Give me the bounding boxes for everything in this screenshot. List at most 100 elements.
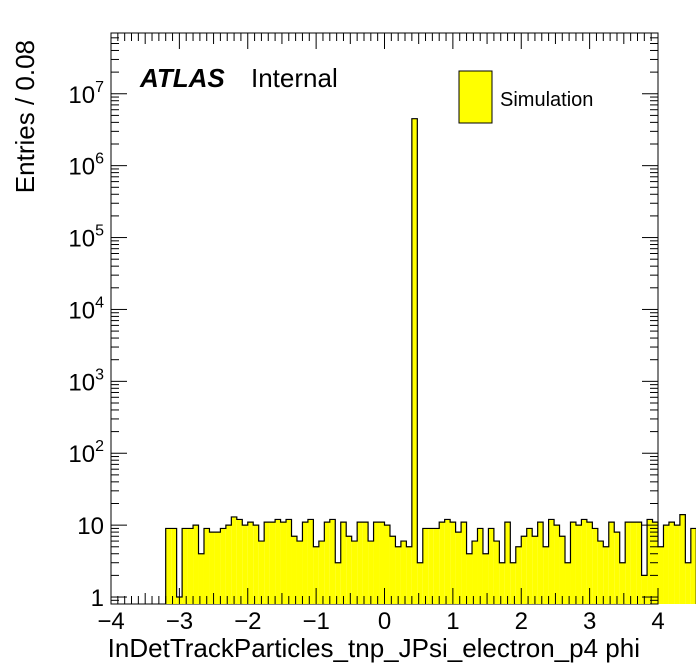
histogram-bar (335, 562, 341, 604)
histogram-bar (231, 516, 237, 604)
histogram-bar (242, 525, 248, 604)
histogram-bar (269, 522, 276, 604)
histogram-bars (165, 118, 696, 604)
histogram-bar (187, 528, 194, 604)
histogram-bar (275, 519, 281, 604)
histogram-bar (214, 532, 221, 604)
histogram-bar (318, 541, 325, 604)
histogram-bar (203, 528, 210, 604)
histogram-bar (340, 522, 347, 604)
plot-frame (110, 32, 659, 605)
histogram-bar (461, 522, 467, 604)
internal-label: Internal (251, 63, 338, 93)
histogram-bar (575, 525, 582, 604)
x-tick-label: 4 (651, 608, 664, 635)
histogram-bar (482, 553, 489, 604)
histogram-bar (472, 541, 478, 604)
x-tick-label: 3 (583, 608, 596, 635)
histogram-bar (597, 541, 604, 604)
histogram-bar (466, 553, 473, 604)
histogram-bar (658, 546, 664, 604)
histogram-bar (329, 519, 336, 604)
histogram-bar (603, 546, 609, 604)
histogram-bar (165, 528, 172, 604)
histogram-bar (614, 532, 620, 604)
histogram-bar (264, 522, 270, 604)
x-tick-label: −2 (234, 608, 261, 635)
histogram-bar (225, 525, 232, 604)
histogram-bar (679, 514, 686, 604)
histogram-bar (565, 562, 571, 604)
histogram-bar (504, 522, 511, 604)
histogram-bar (690, 528, 696, 604)
histogram-bar (258, 541, 265, 604)
y-tick-label: 107 (68, 79, 104, 109)
histogram-bar (362, 522, 369, 604)
histogram-bar (493, 541, 500, 604)
histogram-bar (389, 536, 396, 604)
histogram-bar (641, 575, 648, 604)
histogram-bar (570, 522, 576, 604)
histogram-bar (357, 522, 363, 604)
x-axis-ticks (110, 33, 659, 604)
histogram-bar (368, 541, 374, 604)
histogram-bar (171, 528, 177, 604)
histogram-bar (586, 522, 593, 604)
x-tick-label: 1 (446, 608, 459, 635)
x-axis-tick-labels: −4 −3 −2 −1 0 1 2 3 4 (97, 608, 664, 635)
histogram-bar (510, 562, 516, 604)
histogram-bar (685, 562, 691, 604)
x-tick-label: −4 (97, 608, 124, 635)
x-axis-title: InDetTrackParticles_tnp_JPsi_electron_p4… (108, 633, 640, 663)
histogram-bar (592, 528, 598, 604)
histogram-bar (247, 522, 254, 604)
histogram-bar (444, 519, 451, 604)
x-tick-label: 0 (378, 608, 391, 635)
histogram-bar (384, 525, 390, 604)
histogram-bar (608, 522, 615, 604)
legend-swatch (458, 70, 493, 124)
histogram-bar (433, 528, 440, 604)
histogram-bar (630, 522, 637, 604)
histogram-bar (543, 546, 549, 604)
y-tick-label: 106 (68, 151, 104, 181)
atlas-label: ATLAS (139, 63, 225, 93)
histogram-bar (286, 519, 292, 604)
histogram-bar (236, 519, 243, 604)
y-axis-title: Entries / 0.08 (10, 40, 40, 193)
y-axis-tick-labels: 1 10 102 103 104 105 106 107 (68, 79, 104, 612)
legend-label: Simulation (500, 89, 593, 111)
histogram-bar (400, 541, 407, 604)
histogram-bar (548, 519, 555, 604)
histogram-bar (532, 536, 538, 604)
histogram-bar (619, 562, 626, 604)
histogram-bar (313, 546, 319, 604)
y-tick-label: 10 (77, 513, 104, 540)
histogram-bar (417, 562, 423, 604)
histogram-bar (373, 522, 380, 604)
y-axis-ticks (111, 32, 658, 605)
y-tick-label: 1 (91, 585, 104, 612)
histogram-bar (499, 562, 505, 604)
histogram-bar (324, 522, 330, 604)
histogram-bar (526, 528, 533, 604)
histogram-bar (193, 525, 199, 604)
histogram-bar (559, 536, 566, 604)
histogram-bar (428, 528, 434, 604)
x-tick-label: −1 (302, 608, 329, 635)
histogram-bar (554, 525, 560, 604)
histogram-bar (253, 525, 259, 604)
y-tick-label: 102 (68, 438, 104, 468)
x-tick-label: 2 (515, 608, 528, 635)
histogram-outline (165, 118, 696, 604)
histogram-bar (411, 118, 418, 604)
histogram-bar (379, 522, 385, 604)
histogram-bar (674, 525, 680, 604)
histogram-bar (395, 546, 401, 604)
histogram-bar (663, 525, 669, 604)
histogram-bar (521, 536, 527, 604)
histogram-bar (296, 541, 303, 604)
histogram-bar (455, 532, 462, 604)
histogram-bar (537, 522, 544, 604)
